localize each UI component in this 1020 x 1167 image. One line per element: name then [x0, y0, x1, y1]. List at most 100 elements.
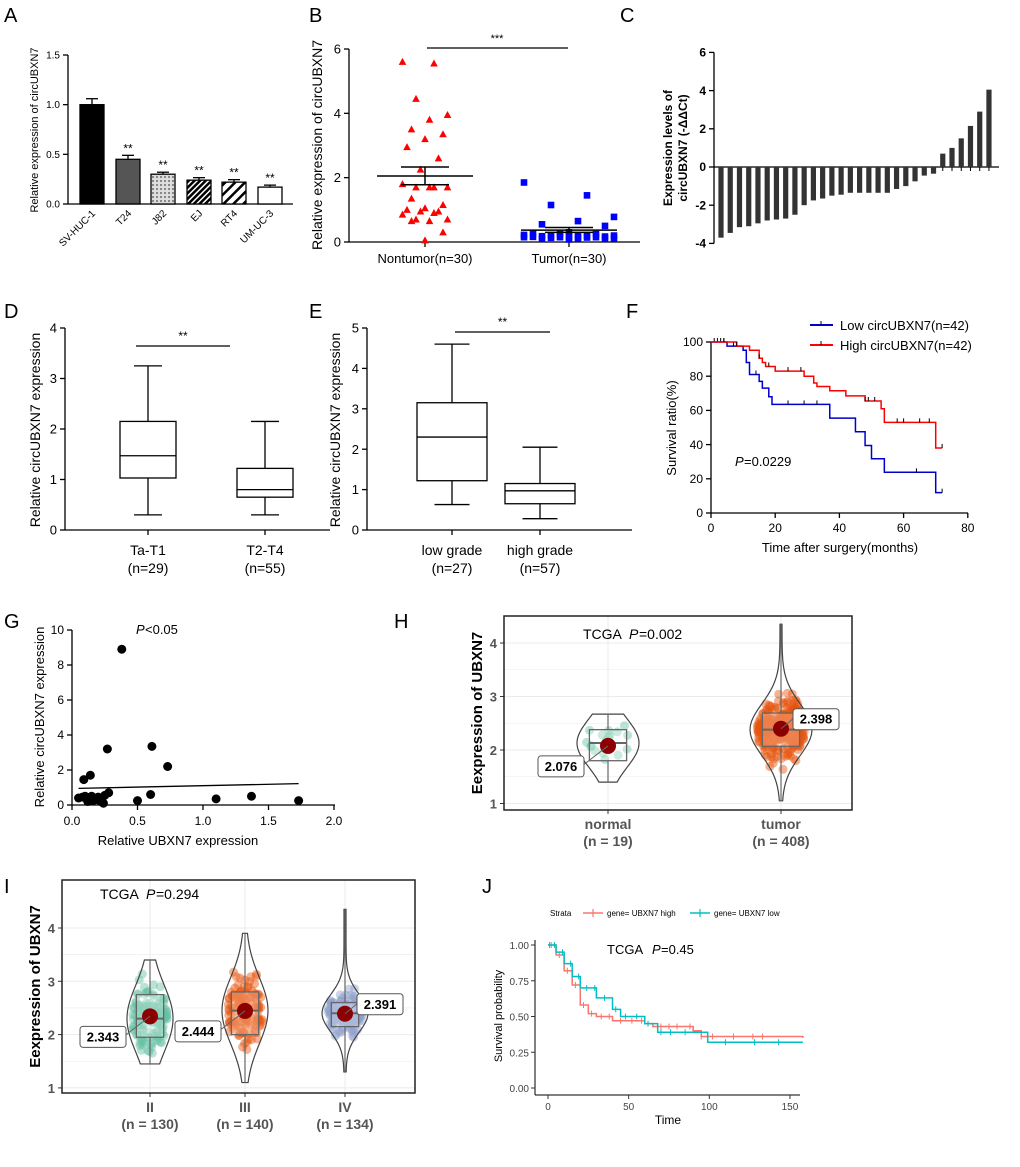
bar — [718, 167, 724, 238]
y-tick-label: 6 — [57, 693, 64, 707]
jitter-point — [238, 994, 248, 1004]
jitter-point — [234, 1030, 244, 1040]
x-axis-label: Time — [655, 1113, 682, 1127]
jitter-point — [133, 1007, 143, 1017]
jitter-point — [600, 754, 610, 764]
y-tick-label: 4 — [57, 728, 64, 742]
jitter-point — [230, 1021, 240, 1031]
mean-label-box — [79, 1025, 127, 1048]
y-tick-label: 3 — [50, 371, 57, 386]
plot-border — [503, 615, 853, 811]
data-point — [403, 205, 411, 213]
x-tick-label: T24 — [114, 208, 134, 228]
jitter-point — [770, 713, 780, 723]
data-point — [430, 59, 438, 67]
data-point — [398, 57, 407, 65]
jitter-point — [135, 1041, 145, 1051]
violin-outline — [321, 908, 369, 1073]
data-point — [416, 165, 425, 173]
y-tick-label: 8 — [57, 658, 64, 672]
y-tick-label: -2 — [695, 198, 706, 212]
data-point — [601, 222, 609, 230]
bar — [912, 167, 918, 182]
bar — [755, 167, 761, 224]
p-value-label: =0.002 — [639, 626, 682, 642]
data-point — [398, 210, 407, 218]
panel-label-A: A — [4, 5, 18, 27]
data-point — [79, 775, 89, 785]
jitter-point — [791, 695, 801, 705]
y-axis-label: Relative expression of circUBXN7 — [309, 40, 325, 250]
x-tick-label: (n = 19) — [583, 833, 632, 849]
jitter-point — [758, 719, 768, 729]
y-tick-label: 0 — [696, 506, 703, 520]
mean-label-box — [356, 993, 404, 1016]
data-point — [538, 235, 546, 243]
jitter-point — [134, 1000, 144, 1010]
jitter-point — [325, 1018, 335, 1028]
bar-SV-HUC-1 — [79, 104, 105, 205]
jitter-point — [128, 1014, 138, 1024]
jitter-point — [162, 1014, 172, 1024]
jitter-point — [792, 740, 802, 750]
jitter-point — [765, 715, 775, 725]
jitter-point — [153, 1033, 163, 1043]
x-tick-label: (n = 140) — [216, 1116, 273, 1132]
data-point — [398, 180, 407, 188]
jitter-point — [767, 752, 777, 762]
jitter-point — [753, 727, 763, 737]
y-tick-label: 0 — [334, 235, 341, 250]
jitter-point — [245, 977, 255, 987]
y-tick-label: 4 — [352, 361, 359, 376]
jitter-point — [785, 751, 795, 761]
data-point — [529, 229, 537, 237]
jitter-point — [250, 988, 260, 998]
p-value-label: P — [652, 942, 661, 957]
jitter-point — [147, 1042, 157, 1052]
jitter-point — [773, 703, 783, 713]
data-point — [407, 217, 416, 225]
jitter-point — [240, 1020, 250, 1030]
panel-label-B: B — [309, 5, 322, 27]
x-tick-label: IV — [338, 1099, 352, 1115]
data-point — [556, 233, 564, 241]
jitter-point — [798, 731, 808, 741]
data-point — [583, 192, 591, 199]
jitter-point — [785, 734, 795, 744]
y-tick-label: 3 — [352, 401, 359, 416]
jitter-point — [240, 1029, 250, 1039]
jitter-point — [770, 704, 780, 714]
jitter-point — [249, 1020, 259, 1030]
jitter-point — [753, 724, 763, 734]
data-point — [425, 115, 434, 123]
y-tick-label: 6 — [699, 46, 706, 60]
jitter-point — [137, 1040, 147, 1050]
x-tick-label: J82 — [150, 208, 169, 227]
jitter-point — [793, 745, 803, 755]
jitter-point — [136, 1045, 146, 1055]
y-tick-label: 2 — [352, 442, 359, 457]
legend-label: High circUBXN7(n=42) — [840, 338, 972, 353]
data-point — [439, 130, 447, 138]
bar — [977, 111, 983, 167]
x-tick-label: Nontumor(n=30) — [377, 251, 472, 266]
jitter-point — [772, 751, 782, 761]
bar — [857, 167, 863, 193]
jitter-point — [155, 995, 165, 1005]
y-tick-label: 4 — [490, 636, 498, 651]
survival-curve-b — [548, 944, 803, 1043]
jitter-point — [234, 992, 244, 1002]
bar — [884, 167, 890, 193]
y-tick-label: 4 — [48, 921, 56, 936]
jitter-point — [754, 716, 764, 726]
jitter-point — [152, 1031, 162, 1041]
jitter-point — [326, 1008, 336, 1018]
mean-label-box — [792, 708, 840, 731]
y-tick-label: 2 — [50, 422, 57, 437]
significance-label: ** — [498, 315, 508, 329]
jitter-point — [228, 991, 238, 1001]
jitter-point — [162, 1010, 172, 1020]
jitter-point — [778, 764, 788, 774]
bar — [986, 89, 992, 167]
jitter-point — [782, 696, 792, 706]
